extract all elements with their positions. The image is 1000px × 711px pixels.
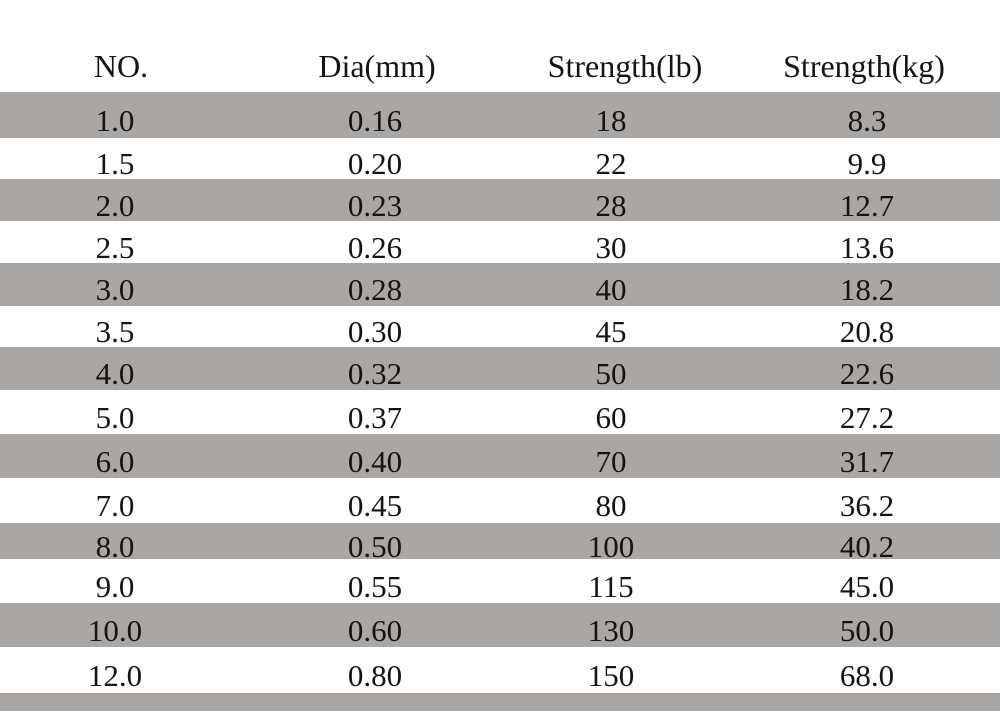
cell-no: 2.5: [95, 229, 135, 265]
cell-strength-lb: 22: [595, 146, 627, 181]
cell-strength-kg: 12.7: [839, 187, 895, 223]
cell-no: 7.0: [95, 488, 135, 523]
cell-no: 1.5: [95, 146, 135, 181]
cell-strength-kg: 13.6: [839, 229, 895, 265]
cell-dia-mm: 0.28: [347, 272, 403, 307]
cell-no: 3.0: [95, 272, 135, 307]
cell-no: 5.0: [95, 399, 135, 435]
table-row: 3.0 0.28 40 18.2: [0, 263, 1000, 306]
cell-strength-kg: 9.9: [847, 146, 887, 181]
cell-no: 2.0: [95, 187, 135, 223]
cell-strength-lb: 18: [595, 102, 627, 138]
cell-strength-lb: 150: [587, 657, 635, 693]
column-header-strength-lb: Strength(lb): [547, 48, 703, 85]
cell-dia-mm: 0.45: [347, 488, 403, 523]
cell-dia-mm: 0.37: [347, 399, 403, 435]
cell-strength-kg: 45.0: [839, 568, 895, 604]
cell-dia-mm: 0.16: [347, 102, 403, 138]
cell-no: 8.0: [95, 528, 135, 564]
cell-no: 4.0: [95, 356, 135, 391]
table-row: 2.0 0.23 28 12.7: [0, 179, 1000, 221]
cell-dia-mm: 0.26: [347, 229, 403, 265]
table-row: 1.5 0.20 22 9.9: [0, 138, 1000, 179]
cell-dia-mm: 0.20: [347, 146, 403, 181]
cell-strength-lb: 70: [595, 443, 627, 479]
bottom-stripe: [0, 693, 1000, 711]
table-row: 3.5 0.30 45 20.8: [0, 306, 1000, 347]
cell-strength-lb: 45: [595, 314, 627, 349]
cell-strength-kg: 18.2: [839, 272, 895, 307]
table-header-row: NO. Dia(mm) Strength(lb) Strength(kg): [0, 0, 1000, 92]
cell-strength-lb: 60: [595, 399, 627, 435]
cell-dia-mm: 0.55: [347, 568, 403, 604]
cell-dia-mm: 0.23: [347, 187, 403, 223]
column-header-dia-mm: Dia(mm): [318, 48, 436, 85]
cell-strength-kg: 22.6: [839, 356, 895, 391]
cell-strength-lb: 130: [587, 612, 635, 648]
table-row: 4.0 0.32 50 22.6: [0, 347, 1000, 390]
cell-dia-mm: 0.60: [347, 612, 403, 648]
cell-no: 12.0: [87, 657, 143, 693]
cell-strength-kg: 20.8: [839, 314, 895, 349]
table-row: 8.0 0.50 100 40.2: [0, 523, 1000, 562]
cell-no: 1.0: [95, 102, 135, 138]
cell-strength-lb: 100: [587, 528, 635, 564]
table-row: 12.0 0.80 150 68.0: [0, 647, 1000, 693]
cell-strength-lb: 80: [595, 488, 627, 523]
cell-strength-kg: 36.2: [839, 488, 895, 523]
table-row: 9.0 0.55 115 45.0: [0, 559, 1000, 603]
cell-strength-kg: 40.2: [839, 528, 895, 564]
cell-no: 10.0: [87, 612, 143, 648]
table-row: 7.0 0.45 80 36.2: [0, 478, 1000, 523]
cell-dia-mm: 0.50: [347, 528, 403, 564]
cell-no: 9.0: [95, 568, 135, 604]
cell-strength-lb: 28: [595, 187, 627, 223]
cell-strength-kg: 68.0: [839, 657, 895, 693]
column-header-no: NO.: [93, 48, 149, 85]
cell-no: 3.5: [95, 314, 135, 349]
cell-strength-kg: 31.7: [839, 443, 895, 479]
table-body: 1.0 0.16 18 8.3 1.5 0.20 22 9.9 2.0 0.23…: [0, 92, 1000, 693]
cell-dia-mm: 0.80: [347, 657, 403, 693]
cell-strength-kg: 8.3: [847, 102, 887, 138]
cell-no: 6.0: [95, 443, 135, 479]
cell-strength-kg: 50.0: [839, 612, 895, 648]
table-row: 2.5 0.26 30 13.6: [0, 221, 1000, 263]
cell-strength-kg: 27.2: [839, 399, 895, 435]
cell-strength-lb: 115: [588, 568, 634, 604]
table-row: 1.0 0.16 18 8.3: [0, 92, 1000, 138]
cell-strength-lb: 40: [595, 272, 627, 307]
table-row: 6.0 0.40 70 31.7: [0, 434, 1000, 478]
cell-dia-mm: 0.32: [347, 356, 403, 391]
cell-strength-lb: 30: [595, 229, 627, 265]
cell-dia-mm: 0.40: [347, 443, 403, 479]
table-row: 5.0 0.37 60 27.2: [0, 390, 1000, 434]
cell-strength-lb: 50: [595, 356, 627, 391]
column-header-strength-kg: Strength(kg): [783, 48, 945, 85]
cell-dia-mm: 0.30: [347, 314, 403, 349]
table-row: 10.0 0.60 130 50.0: [0, 603, 1000, 647]
